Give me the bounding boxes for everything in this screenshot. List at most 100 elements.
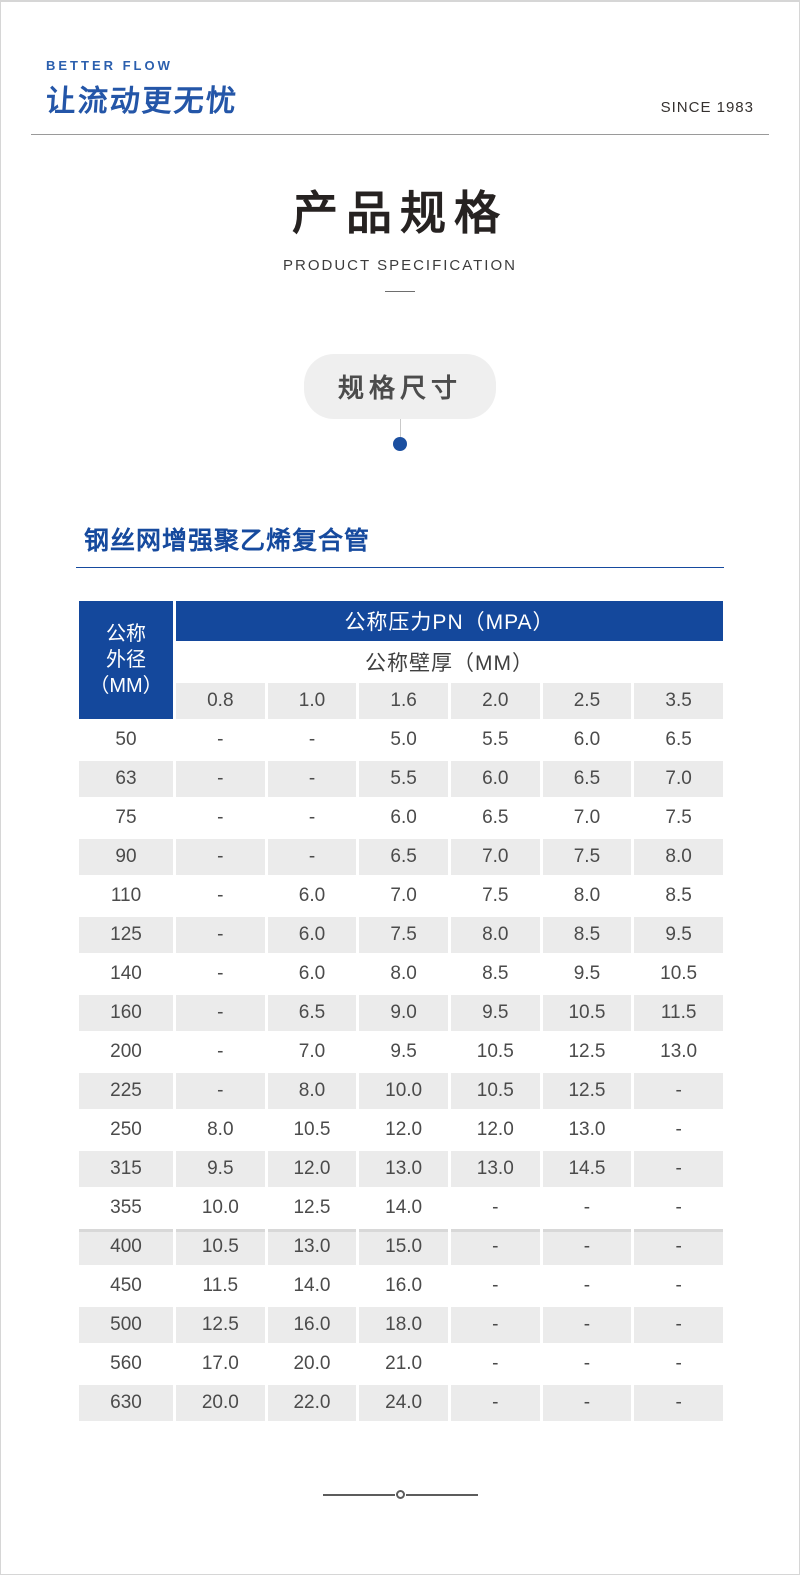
thickness-value-cell: 6.0 <box>359 800 448 836</box>
pressure-column-label: 2.5 <box>542 683 632 719</box>
thickness-value-cell: - <box>542 1307 632 1343</box>
thickness-value-cell: 18.0 <box>359 1307 448 1343</box>
thickness-value-cell: - <box>634 1151 723 1187</box>
page-subtitle: PRODUCT SPECIFICATION <box>283 257 517 274</box>
spec-section: 钢丝网增强聚乙烯复合管 公称 外径 （MM） 公称压力PN（MPA） 公称壁厚（… <box>76 521 724 1424</box>
thickness-value-cell: - <box>450 1229 540 1265</box>
footer-circle-icon <box>395 1490 405 1499</box>
thickness-value-cell: 5.5 <box>359 761 448 797</box>
badge-stem-line <box>399 419 401 437</box>
thickness-value-cell: 5.0 <box>359 722 448 758</box>
thickness-value-cell: - <box>634 1229 723 1265</box>
thickness-value-cell: - <box>176 995 265 1031</box>
thickness-value-cell: 6.0 <box>267 956 357 992</box>
thickness-value-cell: 7.5 <box>634 800 723 836</box>
dn-cell: 450 <box>79 1268 173 1304</box>
dn-cell: 200 <box>79 1034 173 1070</box>
dn-cell: 500 <box>79 1307 173 1343</box>
thickness-value-cell: 8.0 <box>176 1112 265 1148</box>
spec-table-row: 225-8.0 10.0 10.5 12.5- <box>79 1073 723 1109</box>
pressure-column-label: 1.6 <box>359 683 448 719</box>
thickness-value-cell: - <box>634 1385 723 1421</box>
thickness-value-cell: 5.5 <box>450 722 540 758</box>
thickness-value-cell: 11.5 <box>634 995 723 1031</box>
thickness-value-cell: - <box>267 800 357 836</box>
dn-cell: 630 <box>79 1385 173 1421</box>
thickness-value-cell: 16.0 <box>267 1307 357 1343</box>
spec-table-row: 90- -6.5 7.0 7.5 8.0 <box>79 839 723 875</box>
spec-table-row: 110-6.0 7.0 7.5 8.0 8.5 <box>79 878 723 914</box>
thickness-value-cell: 12.0 <box>359 1112 448 1148</box>
thickness-value-cell: - <box>267 722 357 758</box>
thickness-value-cell: 24.0 <box>359 1385 448 1421</box>
thickness-value-cell: 7.0 <box>634 761 723 797</box>
thickness-value-cell: - <box>634 1073 723 1109</box>
thickness-value-cell: 11.5 <box>176 1268 265 1304</box>
dn-cell: 90 <box>79 839 173 875</box>
page-title: 产品规格 <box>292 187 508 239</box>
thickness-value-cell: - <box>634 1268 723 1304</box>
title-block: 产品规格 PRODUCT SPECIFICATION <box>1 177 799 292</box>
spec-table-row: 630 20.0 22.0 24.0- - - <box>79 1385 723 1421</box>
thickness-value-cell: 17.0 <box>176 1346 265 1382</box>
thickness-value-cell: 6.0 <box>450 761 540 797</box>
spec-table-row: 315 9.5 12.0 13.0 13.0 14.5- <box>79 1151 723 1187</box>
dn-cell: 50 <box>79 722 173 758</box>
spec-table-row: 200-7.0 9.5 10.5 12.5 13.0 <box>79 1034 723 1070</box>
thickness-value-cell: - <box>176 917 265 953</box>
thickness-value-cell: 8.5 <box>542 917 632 953</box>
spec-table-row: 355 10.0 12.5 14.0- - - <box>79 1190 723 1226</box>
thickness-value-cell: - <box>450 1268 540 1304</box>
spec-table-row: 450 11.5 14.0 16.0- - - <box>79 1268 723 1304</box>
thickness-value-cell: - <box>267 761 357 797</box>
thickness-value-cell: 7.0 <box>359 878 448 914</box>
dn-cell: 160 <box>79 995 173 1031</box>
wall-thickness-header: 公称壁厚（MM） <box>176 644 723 680</box>
dn-cell: 63 <box>79 761 173 797</box>
brand-logo-block: BETTER FLOW 让流动更无忧 <box>45 58 239 120</box>
thickness-value-cell: 8.5 <box>450 956 540 992</box>
footer-line-left <box>322 1493 395 1496</box>
spec-table-row: 560 17.0 20.0 21.0- - - <box>79 1346 723 1382</box>
thickness-value-cell: 12.0 <box>267 1151 357 1187</box>
thickness-value-cell: 7.5 <box>359 917 448 953</box>
footer-line-right <box>405 1493 478 1496</box>
dn-cell: 225 <box>79 1073 173 1109</box>
pressure-column-label: 0.8 <box>176 683 265 719</box>
thickness-value-cell: 7.0 <box>267 1034 357 1070</box>
spec-table-row: 63- -5.5 6.0 6.5 7.0 <box>79 761 723 797</box>
dn-cell: 250 <box>79 1112 173 1148</box>
spec-table-row: 50- -5.0 5.5 6.0 6.5 <box>79 722 723 758</box>
thickness-value-cell: - <box>542 1268 632 1304</box>
thickness-value-cell: 14.0 <box>267 1268 357 1304</box>
thickness-value-cell: 9.0 <box>359 995 448 1031</box>
thickness-value-cell: - <box>176 722 265 758</box>
spec-table-row: 140-6.0 8.0 8.5 9.5 10.5 <box>79 956 723 992</box>
thickness-value-cell: 20.0 <box>176 1385 265 1421</box>
thickness-value-cell: 12.5 <box>542 1073 632 1109</box>
thickness-value-cell: 8.0 <box>267 1073 357 1109</box>
brand-tagline: BETTER FLOW <box>46 58 173 73</box>
thickness-value-cell: - <box>542 1385 632 1421</box>
spec-section-heading: 钢丝网增强聚乙烯复合管 <box>76 521 724 568</box>
corner-header-cell: 公称 外径 （MM） <box>79 601 173 719</box>
thickness-value-cell: 9.5 <box>359 1034 448 1070</box>
thickness-value-cell: - <box>634 1190 723 1226</box>
thickness-value-cell: - <box>450 1346 540 1382</box>
dn-cell: 355 <box>79 1190 173 1226</box>
pressure-column-label: 3.5 <box>634 683 723 719</box>
thickness-value-cell: 13.0 <box>267 1229 357 1265</box>
badge-dot <box>393 437 407 451</box>
thickness-value-cell: - <box>267 839 357 875</box>
pressure-columns-row: 0.8 1.0 1.6 2.0 2.5 3.5 <box>79 683 723 719</box>
thickness-value-cell: 13.0 <box>450 1151 540 1187</box>
spec-table-body: 50- -5.0 5.5 6.0 6.5 63- -5.5 6.0 6.5 7.0 75- -6.0 6… <box>79 722 723 1421</box>
dn-cell: 110 <box>79 878 173 914</box>
thickness-value-cell: 10.0 <box>176 1190 265 1226</box>
thickness-value-cell: - <box>450 1385 540 1421</box>
thickness-value-cell: - <box>634 1112 723 1148</box>
spec-table-row: 75- -6.0 6.5 7.0 7.5 <box>79 800 723 836</box>
thickness-value-cell: 9.5 <box>542 956 632 992</box>
thickness-value-cell: - <box>450 1307 540 1343</box>
